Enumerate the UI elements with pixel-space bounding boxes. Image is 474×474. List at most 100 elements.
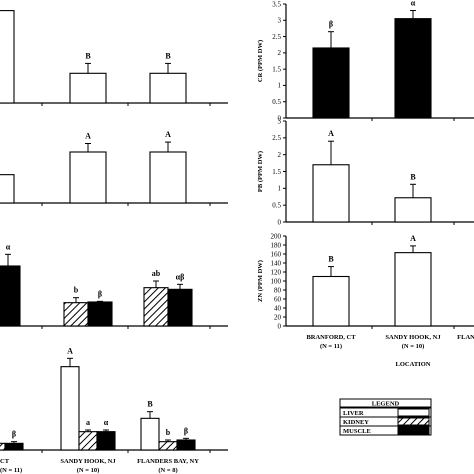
y-tick-label: 20 — [274, 313, 282, 321]
bar-liver-0 — [312, 275, 350, 327]
y-tick-label: 0 — [278, 218, 282, 226]
significance-label: B — [410, 172, 416, 181]
y-axis-label: ZN (PPM DW) — [257, 260, 264, 302]
category-sublabel-fragment: (N = 11) — [0, 467, 22, 474]
significance-label: β — [98, 289, 102, 298]
bar-kidney-1 — [63, 302, 89, 327]
y-tick-label: 60 — [274, 295, 282, 303]
bar-muscle-1 — [96, 431, 116, 451]
legend-swatch-liver — [397, 408, 430, 417]
significance-label: A — [85, 132, 91, 141]
chart-panel-left-4: ABaabβαβSANDY HOOK, NJ(N = 10)FLANDERS B… — [0, 346, 228, 474]
category-label: FLANDERS BAY, NY — [137, 458, 199, 465]
significance-label: A — [328, 129, 334, 138]
legend-label-muscle: MUSCLE — [343, 428, 371, 435]
legend-swatch-kidney — [397, 417, 430, 426]
chart-panel-right-pb: 0 0.5 1 1.5 2 2.5 3 PB (PPM DW) A B — [257, 117, 474, 226]
category-sublabel: (N = 10) — [402, 343, 424, 350]
y-tick-label: 140 — [271, 259, 282, 267]
bar-muscle-2 — [176, 439, 196, 451]
category-label: SANDY HOOK, NJ — [60, 458, 116, 465]
significance-label: A — [67, 346, 73, 355]
x-axis-label: LOCATION — [396, 361, 431, 368]
y-tick-label: 200 — [271, 232, 282, 240]
y-tick-label: 1.5 — [272, 65, 281, 73]
chart-panel-right-cr: 0 0.5 1 1.5 2 2.5 3 3.5 CR (PPM DW) β α — [257, 0, 474, 122]
legend-row — [339, 425, 432, 436]
significance-label: a — [86, 418, 90, 427]
y-tick-label: 0 — [278, 114, 282, 122]
bar-value-1 — [69, 72, 107, 104]
y-tick-label: 3 — [278, 117, 282, 125]
bar-value-1 — [69, 151, 107, 204]
bar-kidney-0 — [0, 442, 6, 451]
chart-panel-left-3: ababαβαβ — [0, 242, 228, 329]
category-sublabel: (N = 8) — [158, 467, 177, 474]
significance-label: β — [184, 426, 188, 435]
legend: LEGEND LIVER KIDNEY MUSCLE — [339, 398, 432, 436]
legend-label-kidney: KIDNEY — [343, 419, 369, 426]
bar-liver-2 — [140, 417, 160, 451]
category-sublabel: (N = 10) — [77, 467, 99, 474]
y-tick-label: 2.5 — [272, 33, 281, 41]
legend-title-box — [339, 398, 432, 408]
y-tick-label: 2 — [278, 151, 282, 159]
bar-liver-0 — [312, 164, 350, 223]
chart-panel-left-1: ABB — [0, 10, 228, 106]
category-sublabel: (N = 11) — [320, 343, 342, 350]
bar-value-0 — [0, 10, 15, 104]
category-label: FLAN — [457, 334, 474, 341]
bar-muscle-0 — [4, 442, 24, 451]
y-tick-label: 180 — [271, 241, 282, 249]
y-tick-label: 0 — [278, 322, 282, 330]
chart-panel-left-2: BAA — [0, 130, 228, 206]
y-tick-label: 3 — [278, 17, 282, 25]
y-tick-label: 80 — [274, 286, 282, 294]
y-tick-label: 160 — [271, 250, 282, 258]
bar-muscle-1 — [87, 301, 113, 327]
bar-value-2 — [149, 151, 187, 204]
significance-label: α — [104, 418, 109, 427]
significance-label: B — [147, 400, 153, 409]
category-label: SANDY HOOK, NJ — [385, 334, 441, 341]
significance-label: B — [165, 51, 171, 60]
category-label: BRANFORD, CT — [306, 334, 356, 341]
bar-muscle-1 — [394, 18, 432, 119]
y-tick-label: 100 — [271, 277, 282, 285]
significance-label: αβ — [176, 272, 185, 281]
legend-title: LEGEND — [372, 400, 400, 407]
significance-label: α — [411, 0, 416, 8]
y-tick-label: 2 — [278, 49, 282, 57]
significance-label: b — [166, 428, 171, 437]
bar-liver-1 — [394, 197, 432, 223]
y-tick-label: 0.5 — [272, 201, 281, 209]
y-tick-label: 1.5 — [272, 168, 281, 176]
significance-label: ab — [152, 269, 161, 278]
significance-label: A — [410, 234, 416, 243]
bar-muscle-0 — [0, 265, 21, 327]
bar-muscle-2 — [167, 288, 193, 327]
y-axis-label: PB (PPM DW) — [257, 151, 264, 192]
significance-label: B — [328, 255, 334, 264]
y-tick-label: 120 — [271, 268, 282, 276]
y-tick-label: 1 — [278, 185, 282, 193]
bar-liver-1 — [60, 366, 80, 451]
y-tick-label: 40 — [274, 304, 282, 312]
bar-kidney-1 — [78, 431, 98, 451]
significance-label: β — [329, 20, 333, 29]
y-tick-label: 3.5 — [272, 0, 281, 8]
category-label-fragment: CT — [0, 458, 10, 465]
bar-muscle-0 — [312, 47, 350, 119]
y-tick-label: 2.5 — [272, 134, 281, 142]
significance-label: B — [85, 51, 91, 60]
bar-value-0 — [0, 174, 15, 204]
bar-value-2 — [149, 72, 187, 104]
y-tick-label: 1 — [278, 82, 282, 90]
significance-label: b — [74, 286, 79, 295]
y-axis-label: CR (PPM DW) — [257, 40, 264, 82]
significance-label: α — [6, 242, 11, 251]
legend-label-liver: LIVER — [343, 410, 364, 417]
significance-label: β — [12, 430, 16, 439]
